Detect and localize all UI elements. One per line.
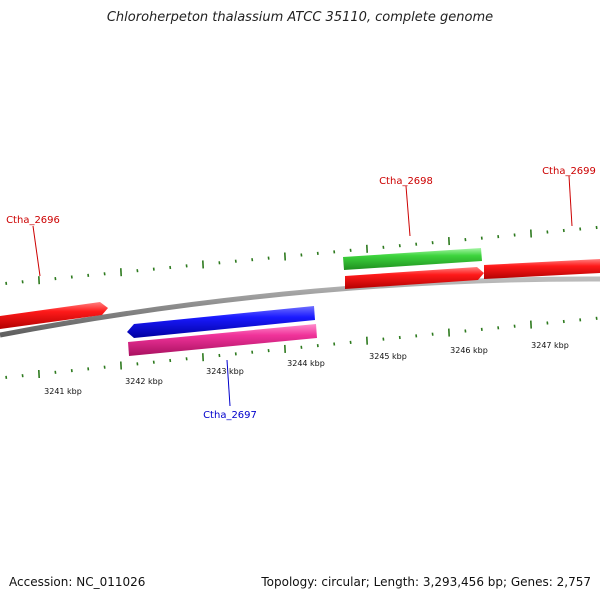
accession-text: Accession: NC_011026 xyxy=(9,575,146,589)
scale-label-3247: 3247 kbp xyxy=(531,341,569,350)
scale-label-3244: 3244 kbp xyxy=(287,359,325,368)
scale-label-3243: 3243 kbp xyxy=(206,367,244,376)
scale-label-3246: 3246 kbp xyxy=(450,346,488,355)
leader-line-2698 xyxy=(405,185,411,237)
genome-backbone xyxy=(0,276,600,338)
blue-gene[interactable] xyxy=(127,306,315,338)
genome-summary-text: Topology: circular; Length: 3,293,456 bp… xyxy=(261,575,591,589)
green-gene[interactable] xyxy=(343,248,482,270)
scale-label-3241: 3241 kbp xyxy=(44,387,82,396)
pink-gene[interactable] xyxy=(128,324,317,356)
outer-tick-ring xyxy=(5,225,598,286)
red-gene-left[interactable] xyxy=(0,302,108,329)
inner-tick-ring xyxy=(5,316,598,380)
red-gene-right[interactable] xyxy=(484,259,600,279)
gene-label-ctha-2698[interactable]: Ctha_2698 xyxy=(379,176,433,187)
red-gene-mid[interactable] xyxy=(345,267,484,289)
leader-line-2699 xyxy=(568,175,573,227)
scale-label-3242: 3242 kbp xyxy=(125,377,163,386)
gene-label-ctha-2699[interactable]: Ctha_2699 xyxy=(542,166,596,177)
leader-line-2696 xyxy=(32,225,41,277)
gene-label-ctha-2697[interactable]: Ctha_2697 xyxy=(203,410,257,421)
genome-title: Chloroherpeton thalassium ATCC 35110, co… xyxy=(106,10,494,25)
scale-label-3245: 3245 kbp xyxy=(369,352,407,361)
leader-line-2697 xyxy=(226,359,231,407)
gene-label-ctha-2696[interactable]: Ctha_2696 xyxy=(6,215,60,226)
